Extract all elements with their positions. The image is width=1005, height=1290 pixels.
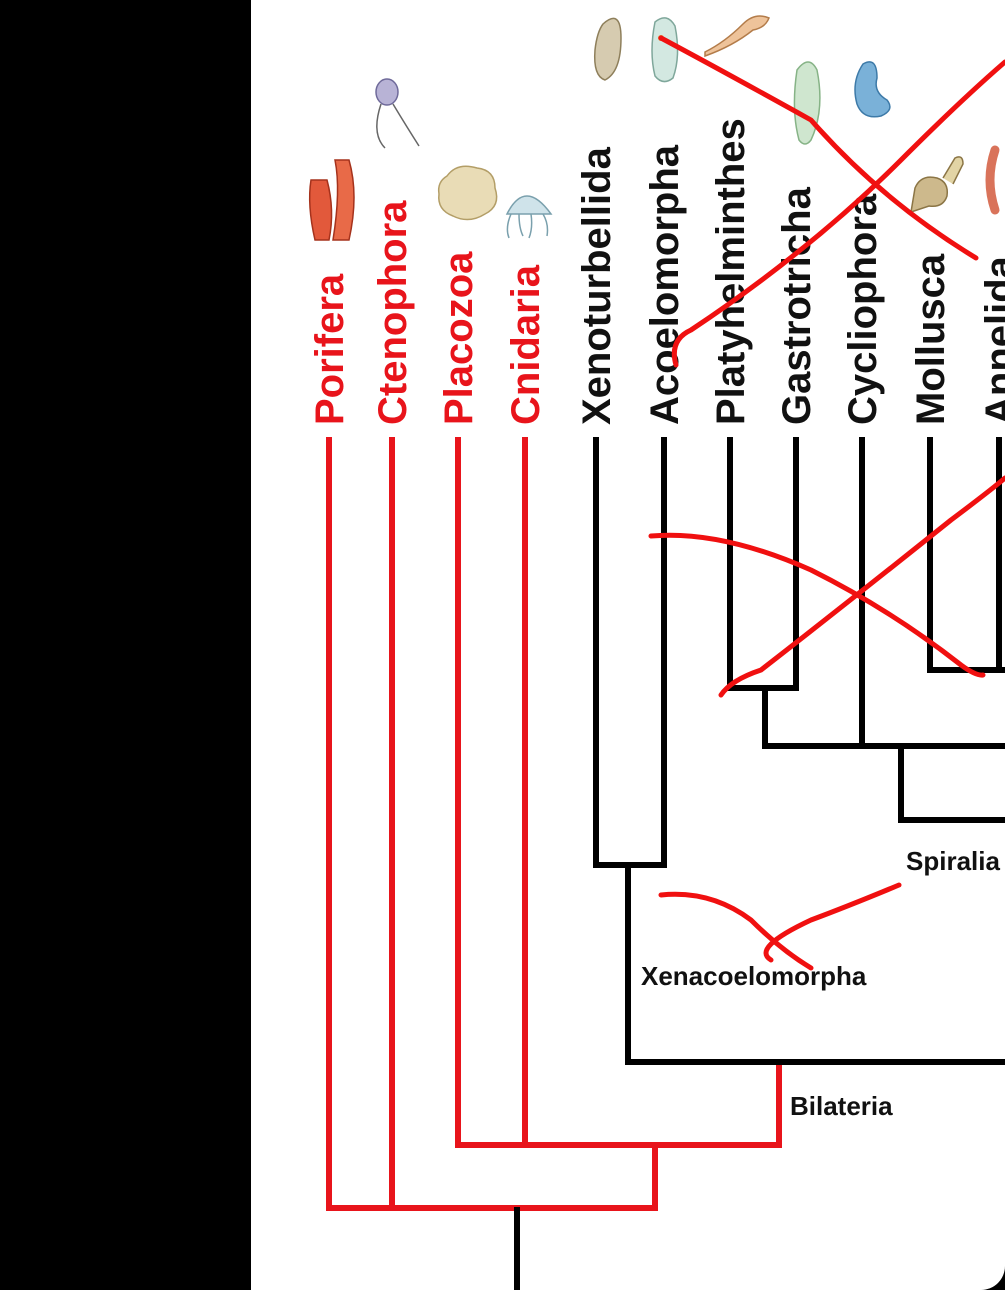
annelid-worm-icon	[985, 145, 1000, 215]
cross-out-stroke-mid-a	[648, 532, 986, 678]
cross-out-stroke-low-a	[658, 891, 814, 971]
jellyfish-icon	[505, 195, 553, 239]
taxon-label-annelida: Annelida	[978, 255, 1005, 425]
branch-xenacoelomorpha-stem	[625, 862, 1005, 1065]
hand-drawn-cross-outs	[648, 35, 1005, 971]
gastrotrich-icon	[793, 61, 821, 145]
clade-label-spiralia: Spiralia	[906, 846, 1000, 876]
phylogenetic-tree: Porifera Ctenophora Placozoa Cnidaria Xenotu…	[251, 0, 1005, 1290]
left-black-panel	[0, 0, 251, 1290]
cross-out-stroke-top-a	[658, 35, 979, 261]
flatworm-icon	[704, 15, 770, 58]
cross-out-stroke-top-b	[671, 59, 1005, 368]
cross-out-stroke-mid-b	[718, 475, 1005, 698]
branch-spiralia-stem	[898, 743, 1005, 823]
taxon-label-cnidaria: Cnidaria	[504, 264, 548, 425]
taxon-label-acoelomorpha: Acoelomorpha	[643, 144, 687, 425]
branch-mollusca	[927, 437, 1005, 673]
taxon-labels: Porifera Ctenophora Placozoa Cnidaria Xenotu…	[308, 118, 1005, 425]
branch-platyzoa-join	[762, 685, 1005, 749]
taxon-label-placozoa: Placozoa	[437, 251, 481, 425]
clade-labels: Spiralia Xenacoelomorpha Bilateria	[641, 846, 1000, 1121]
taxon-label-porifera: Porifera	[308, 273, 352, 425]
taxon-label-xenoturbellida: Xenoturbellida	[575, 146, 619, 425]
taxon-label-ctenophora: Ctenophora	[371, 200, 415, 425]
taxon-label-mollusca: Mollusca	[909, 253, 953, 425]
taxon-label-cycliophora: Cycliophora	[841, 193, 885, 425]
cross-out-stroke-low-b	[763, 882, 902, 963]
snail-icon	[910, 156, 964, 214]
acoel-worm-icon	[651, 17, 679, 83]
clade-label-bilateria: Bilateria	[790, 1091, 893, 1121]
sponge-icon	[308, 159, 355, 241]
comb-jelly-icon	[375, 78, 420, 149]
tree-canvas: Porifera Ctenophora Placozoa Cnidaria Xenotu…	[308, 15, 1005, 1290]
clade-label-xenacoelomorpha: Xenacoelomorpha	[641, 961, 867, 991]
tree-branches	[326, 437, 1005, 1290]
cycliophoran-icon	[854, 61, 891, 118]
taxon-label-platyhelminthes: Platyhelminthes	[709, 118, 753, 425]
placozoan-icon	[437, 165, 498, 221]
xenoturbella-icon	[593, 17, 622, 81]
taxon-label-gastrotricha: Gastrotricha	[775, 186, 819, 425]
